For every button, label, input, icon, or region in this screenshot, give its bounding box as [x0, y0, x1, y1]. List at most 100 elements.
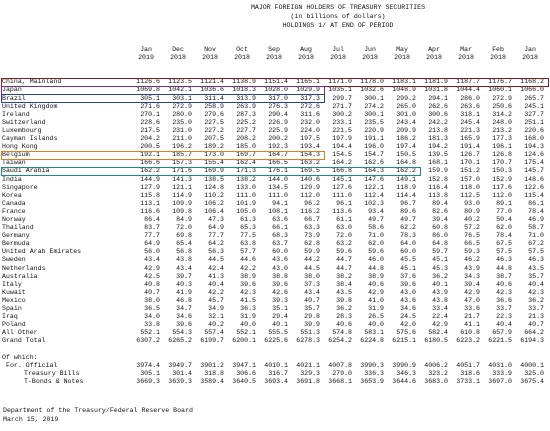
holding-value: 40.4	[208, 280, 224, 288]
of-which-name: For. Official	[6, 361, 58, 369]
holding-value: 34.6	[176, 313, 192, 321]
table-row: Sweden 43.4 43.8 44.5 44.6 43.6 44.2 44.7 46.0 45…	[2, 256, 548, 264]
holding-value: 114.9	[172, 191, 192, 199]
holding-value: 62.0	[368, 240, 384, 248]
header-blank	[2, 46, 132, 54]
holding-value: 1178.0	[360, 78, 384, 86]
table-row: Of which:	[2, 354, 548, 362]
holding-value: 60.0	[272, 248, 288, 256]
country-name: India	[2, 175, 22, 183]
holding-value: 311.4	[204, 94, 224, 102]
holding-value: 40.7	[528, 321, 544, 329]
holding-value: 152.8	[428, 175, 448, 183]
holding-value: 1123.5	[168, 78, 192, 86]
holding-value: 225.2	[236, 118, 256, 126]
country-name: Italy	[2, 280, 22, 288]
holding-value: 112.0	[492, 191, 512, 199]
holding-value: 165.9	[460, 135, 480, 143]
holding-value: 1138.9	[232, 78, 256, 86]
holding-value: 280.0	[172, 110, 192, 118]
holding-value: 42.9	[432, 321, 448, 329]
table-row	[2, 70, 548, 78]
holding-value: 185.7	[172, 151, 192, 159]
holding-value: 124.8	[204, 183, 224, 191]
of-which-name: Treasury Bills	[24, 369, 80, 377]
holding-value: 154.5	[332, 151, 352, 159]
holding-value: 63.3	[304, 224, 320, 232]
holding-value: 59.6	[336, 248, 352, 256]
of-which-value: 4000.1	[520, 361, 544, 369]
column-month: Jan	[140, 46, 152, 53]
table-row	[2, 345, 548, 353]
holding-value: 279.6	[204, 110, 224, 118]
title: MAJOR FOREIGN HOLDERS OF TREASURY SECURI…	[250, 4, 426, 11]
holding-value: 177.3	[492, 135, 512, 143]
holding-value: 276.3	[268, 102, 288, 110]
holding-value: 38.0	[304, 272, 320, 280]
holding-value: 44.5	[304, 264, 320, 272]
holding-value: 129.9	[300, 183, 320, 191]
holding-value: 35.1	[272, 305, 288, 312]
holding-value: 155.4	[204, 159, 224, 167]
country-name: Thailand	[2, 224, 34, 232]
holding-value: 115.8	[140, 191, 160, 199]
column-month: Jul	[332, 46, 344, 53]
holding-value: 299.7	[332, 94, 352, 102]
holding-value: 1126.6	[136, 78, 160, 86]
column-year: 2018	[330, 54, 346, 62]
holding-value: 245.4	[460, 118, 480, 126]
table-row: Korea 115.8 114.9 110.2 111.0 111.0 112.0 111.0…	[2, 192, 548, 200]
holding-value: 42.3	[528, 288, 544, 296]
holding-value: 583.1	[364, 329, 384, 337]
holding-value: 157.0	[460, 175, 480, 183]
holding-value: 39.6	[400, 280, 416, 288]
holding-value: 221.5	[332, 126, 352, 134]
of-which-value: 3901.2	[200, 361, 224, 369]
holding-value: 197.5	[300, 135, 320, 143]
holding-value: 39.9	[304, 321, 320, 329]
holding-value: 41.3	[208, 272, 224, 280]
holding-value: 44.8	[368, 264, 384, 272]
holding-value: 38.9	[240, 272, 256, 280]
table-row: Poland 33.8 39.6 40.2 40.0 40.1 39.9 40.6 40.0 42…	[2, 321, 548, 329]
holding-value: 1031.8	[424, 86, 448, 94]
holding-value: 162.6	[364, 159, 384, 167]
holding-value: 40.2	[464, 215, 480, 223]
holding-value: 46.9	[528, 215, 544, 223]
table-row: United Kingdom 271.6 272.9 258.9 263.9 276.3 2…	[2, 103, 548, 111]
holding-value: 34.6	[400, 305, 416, 312]
holding-value: 150.5	[396, 151, 416, 159]
table-row: Italy 40.8 40.3 40.4 39.6 39.6 37.3 38.4 40.6 39.…	[2, 281, 548, 289]
table-row: Taiwan 166.6 157.3 155.4 162.4 166.5 163.2 164.…	[2, 159, 548, 167]
holding-value: 63.6	[272, 215, 288, 223]
holding-value: 37.3	[304, 280, 320, 288]
holding-value: 657.9	[492, 329, 512, 337]
holding-value: 170.7	[492, 159, 512, 167]
holding-value: 72.0	[336, 232, 352, 240]
holding-value: 112.4	[364, 191, 384, 199]
country-name: All Other	[2, 329, 38, 337]
holding-value: 71.0	[368, 232, 384, 240]
holding-value: 36.2	[528, 296, 544, 304]
holding-value: 551.3	[300, 329, 320, 337]
holding-value: 40.7	[304, 296, 320, 304]
holding-value: 664.2	[524, 329, 544, 337]
holding-value: 221.3	[460, 126, 480, 134]
holding-value: 209.9	[396, 126, 416, 134]
holding-value: 196.0	[364, 143, 384, 151]
table-row: China, Mainland 1126.6 1123.5 1121.4 1138.9 1…	[2, 78, 548, 86]
holding-value: 42.0	[400, 321, 416, 329]
country-name: United Arab Emirates	[2, 248, 82, 256]
holding-value: 1035.1	[328, 86, 352, 94]
holding-value: 40.6	[368, 280, 384, 288]
column-year: 2018	[234, 54, 250, 62]
holding-value: 166.6	[140, 159, 160, 167]
of-which-label: Of which:	[2, 353, 38, 361]
holding-value: 157.3	[172, 159, 192, 167]
holding-value: 63.8	[240, 240, 256, 248]
country-name: Belgium	[2, 151, 30, 159]
holding-value: 574.8	[332, 329, 352, 337]
holding-value: 34.7	[176, 305, 192, 312]
holding-value: 1171.0	[328, 78, 352, 86]
subtitle: (in billions of dollars)	[290, 13, 386, 20]
